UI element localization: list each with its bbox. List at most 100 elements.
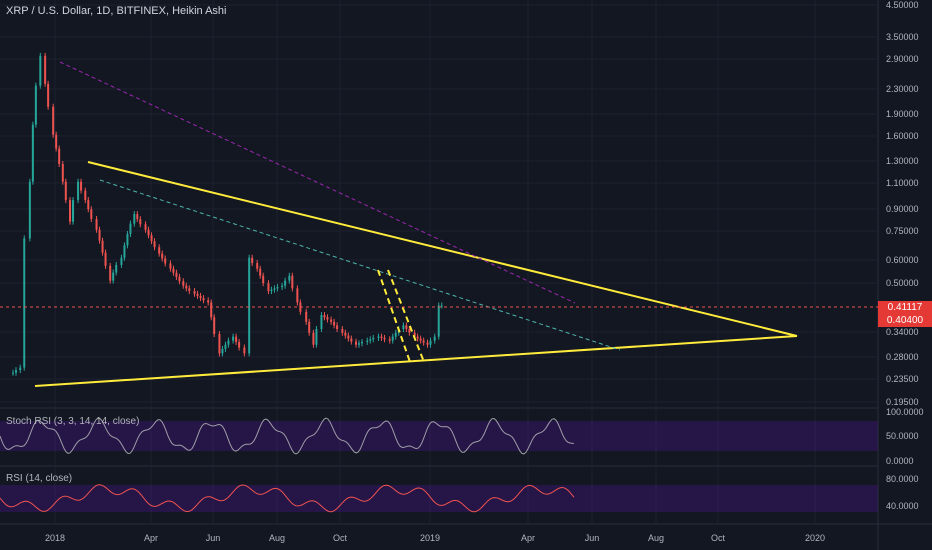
price-tag-upper: 0.41117 [878, 301, 932, 314]
candle [388, 339, 391, 341]
candle [405, 325, 408, 330]
candle [172, 268, 175, 273]
candle [12, 372, 14, 374]
candle [207, 300, 210, 303]
time-axis-label: Jun [585, 533, 600, 543]
time-axis-label: 2019 [420, 533, 440, 543]
price-axis-label: 0.50000 [886, 278, 919, 288]
time-axis-label: Aug [648, 533, 664, 543]
candle [161, 253, 164, 259]
candle [72, 200, 75, 222]
support-trendline [34, 335, 798, 387]
candle [80, 181, 83, 191]
candle [158, 247, 161, 254]
candle [69, 200, 72, 222]
teal-dashed-trendline [99, 179, 621, 351]
candle [139, 219, 142, 225]
candle [61, 164, 64, 182]
candle [344, 332, 347, 336]
candle [235, 336, 238, 342]
candle [358, 343, 360, 345]
candle [355, 341, 357, 345]
candle [341, 329, 344, 333]
rsi-label: RSI (14, close) [6, 473, 73, 484]
candle [84, 190, 87, 201]
price-axis-label: 0.19500 [886, 397, 919, 407]
rsi-line [0, 484, 575, 513]
candle [31, 124, 34, 182]
candle [129, 223, 132, 235]
candle [19, 367, 22, 371]
candle [281, 285, 284, 288]
candle [52, 106, 55, 135]
candle [218, 334, 221, 354]
candle [326, 317, 329, 320]
candle [175, 272, 178, 277]
candle [372, 337, 375, 340]
symbol-title: XRP / U.S. Dollar, 1D, BITFINEX, Heikin … [6, 5, 227, 17]
time-axis-label: 2020 [805, 533, 825, 543]
time-axis-label: Aug [269, 533, 285, 543]
candle [178, 276, 181, 282]
candle [150, 235, 153, 242]
candle [251, 257, 254, 264]
candle [305, 311, 308, 322]
candle [44, 55, 47, 84]
candle [112, 272, 115, 281]
candle [315, 329, 318, 345]
candle [101, 240, 104, 253]
candle [169, 263, 172, 269]
price-axis-label: 1.30000 [886, 156, 919, 166]
stoch-k-line [0, 417, 575, 455]
yellow-dashed-line [387, 269, 425, 363]
time-axis-label: 2018 [45, 533, 65, 543]
rsi-axis-label: 80.0000 [886, 474, 919, 484]
price-axis-label: 1.60000 [886, 131, 919, 141]
candle [136, 214, 139, 220]
candle [377, 336, 380, 338]
time-axis-label: Apr [521, 533, 535, 543]
candle [210, 302, 213, 318]
candle [115, 264, 118, 273]
candle [361, 341, 363, 344]
price-axis-label: 3.50000 [886, 32, 919, 42]
candle [323, 315, 326, 318]
candle [291, 275, 294, 289]
price-tag-lower: 0.40400 [878, 314, 932, 327]
candle [267, 283, 270, 292]
candle [199, 295, 202, 299]
candle [419, 338, 422, 341]
candle [413, 332, 416, 337]
candle [196, 293, 199, 296]
candle [34, 85, 37, 125]
candle [333, 321, 336, 326]
candle [336, 325, 339, 330]
candle [394, 332, 397, 337]
candle [347, 335, 350, 339]
price-axis-label: 2.30000 [886, 84, 919, 94]
purple-dashed-trendline [59, 61, 576, 304]
price-axis-label: 2.90000 [886, 54, 919, 64]
candle [256, 263, 259, 269]
candle [109, 265, 112, 281]
candle [433, 336, 436, 341]
stoch-rsi-label: Stoch RSI (3, 3, 14, 14, close) [6, 416, 140, 427]
time-axis-label: Oct [333, 533, 348, 543]
candle [350, 338, 353, 342]
candle [87, 200, 90, 210]
candle [144, 224, 147, 230]
candle [147, 229, 150, 236]
stoch-axis-label: 100.0000 [886, 407, 924, 417]
candle [164, 258, 167, 264]
price-axis-label: 0.90000 [886, 204, 919, 214]
candle [120, 257, 123, 265]
candle [90, 209, 93, 220]
candle [391, 336, 394, 341]
time-axis-label: Oct [711, 533, 726, 543]
candle [224, 344, 227, 349]
candle [366, 340, 369, 342]
candle [273, 288, 276, 290]
candle [416, 336, 419, 339]
candle [312, 332, 315, 345]
